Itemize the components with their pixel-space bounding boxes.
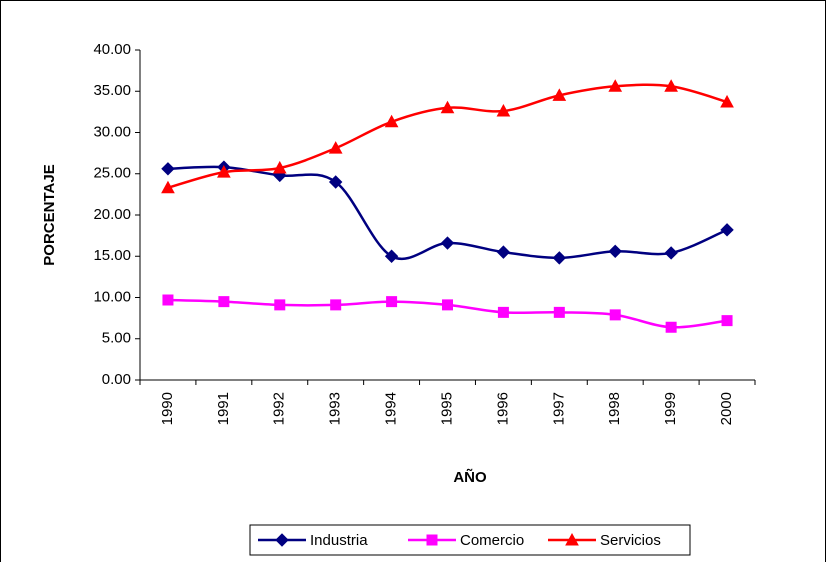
point-marker [608, 244, 622, 259]
point-marker [609, 309, 621, 321]
point-marker [386, 296, 398, 308]
legend-label: Comercio [460, 532, 524, 549]
y-tick-label: 0.00 [102, 371, 131, 388]
y-tick-label: 15.00 [93, 247, 131, 264]
point-marker [328, 175, 343, 189]
x-tick-label: 1998 [606, 392, 623, 425]
point-marker [440, 100, 455, 114]
legend-marker [426, 534, 438, 546]
point-marker [274, 299, 286, 311]
point-marker [496, 104, 511, 117]
point-marker [721, 315, 733, 327]
x-tick-label: 1997 [550, 392, 567, 425]
point-marker [442, 299, 453, 311]
point-marker [665, 321, 677, 333]
y-tick-label: 40.00 [93, 41, 131, 58]
point-marker [272, 160, 287, 174]
x-tick-label: 1992 [271, 392, 288, 425]
point-marker [608, 79, 623, 92]
x-tick-label: 1994 [383, 392, 400, 425]
y-tick-label: 30.00 [93, 123, 131, 140]
legend-label: Servicios [600, 532, 661, 549]
point-marker [328, 141, 343, 154]
point-marker [162, 294, 174, 306]
point-marker [330, 299, 342, 311]
point-marker [440, 236, 455, 250]
point-marker [161, 162, 175, 176]
y-tick-label: 20.00 [93, 206, 131, 223]
point-marker [664, 246, 678, 260]
x-tick-label: 1999 [662, 392, 679, 425]
legend-box [249, 524, 691, 556]
point-marker [497, 306, 509, 318]
x-axis-title: AÑO [453, 468, 487, 486]
x-tick-label: 1995 [438, 392, 455, 425]
point-marker [384, 249, 399, 263]
point-marker [664, 79, 678, 92]
y-axis-title: PORCENTAJE [41, 164, 58, 265]
point-marker [218, 296, 230, 308]
point-marker [552, 251, 567, 265]
x-tick-label: 1993 [327, 392, 344, 425]
x-tick-label: 1991 [215, 392, 232, 425]
point-marker [384, 114, 399, 128]
y-tick-label: 35.00 [93, 82, 131, 99]
y-tick-label: 5.00 [102, 330, 131, 347]
point-marker [217, 165, 231, 178]
x-tick-label: 1996 [494, 392, 511, 425]
point-marker [720, 223, 734, 237]
y-tick-label: 25.00 [93, 165, 131, 182]
y-tick-label: 10.00 [93, 288, 131, 305]
point-marker [720, 94, 734, 108]
legend-marker [565, 532, 579, 546]
point-marker [161, 180, 175, 194]
point-marker [496, 245, 511, 259]
x-tick-label: 1990 [159, 392, 176, 425]
point-marker [553, 306, 565, 318]
legend-marker [275, 533, 289, 547]
legend-label: Industria [310, 532, 368, 549]
point-marker [552, 88, 567, 101]
x-tick-label: 2000 [718, 392, 735, 425]
